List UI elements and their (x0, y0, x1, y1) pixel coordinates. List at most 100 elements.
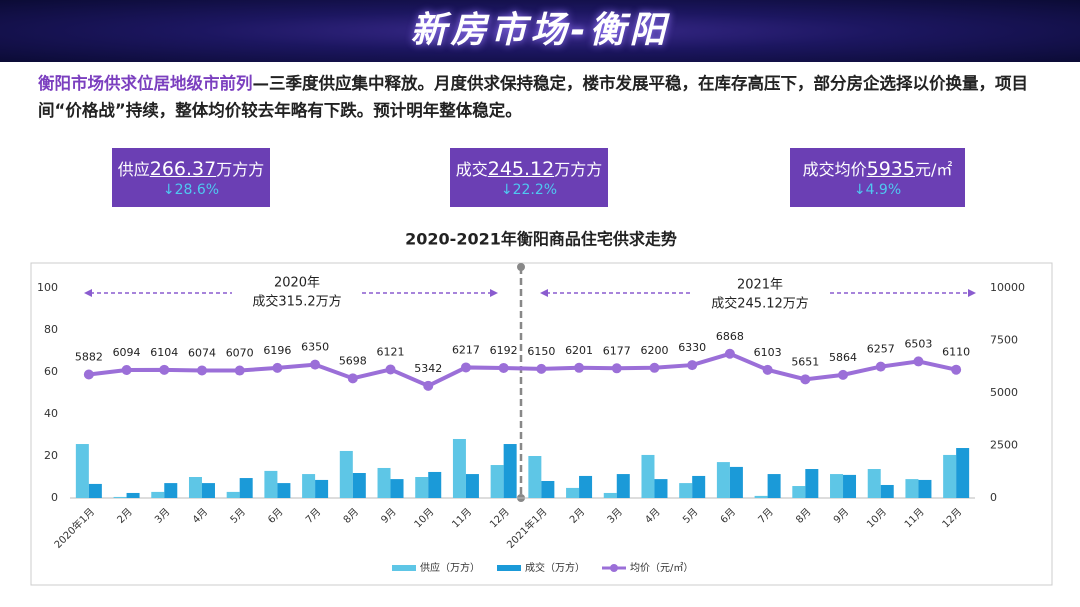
x-tick-label: 2020年1月 (51, 505, 97, 551)
bar (264, 470, 278, 498)
bar (465, 474, 479, 498)
bar (805, 469, 819, 498)
bar (528, 456, 542, 498)
x-tick-label: 2月 (567, 506, 587, 526)
x-tick-label: 6月 (266, 506, 286, 526)
data-label: 6192 (490, 344, 518, 357)
x-tick-label: 12月 (940, 506, 965, 531)
stat-box: 成交245.12万方方 ↓22.2% (450, 148, 608, 207)
bar (88, 483, 102, 498)
stat-change: ↓28.6% (162, 182, 220, 198)
bar (905, 479, 919, 498)
price-point (913, 356, 924, 367)
price-point (762, 364, 773, 375)
price-point (574, 362, 585, 373)
bar (641, 454, 655, 498)
annotation-year: 2020年 (274, 276, 320, 291)
arrow-head (490, 289, 498, 297)
legend-label: 均价（元/㎡） (630, 562, 693, 574)
x-tick-label: 5月 (228, 506, 248, 526)
stat-unit: 万方方 (554, 160, 603, 179)
data-label: 6868 (716, 330, 744, 343)
x-tick-label: 10月 (864, 506, 889, 531)
chart-title: 2020-2021年衡阳商品住宅供求走势 (405, 230, 677, 249)
bar (754, 495, 768, 498)
x-tick-label: 2月 (115, 506, 135, 526)
page-title: 新房市场-衡阳 (410, 10, 670, 51)
bar (352, 473, 366, 498)
data-label: 6094 (113, 346, 141, 359)
price-point (272, 362, 283, 373)
bar (692, 475, 706, 498)
bar (415, 477, 429, 498)
data-label: 5864 (829, 351, 857, 364)
arrow-head (84, 289, 92, 297)
x-tick-label: 7月 (756, 506, 776, 526)
bar (830, 474, 844, 498)
y2-tick-label: 7500 (990, 334, 1018, 347)
bar (566, 487, 580, 498)
stat-value: 245.12 (487, 158, 555, 180)
bar (277, 483, 291, 498)
price-point (347, 373, 358, 384)
data-label: 6104 (150, 346, 178, 359)
data-label: 5651 (791, 355, 819, 368)
price-point (800, 374, 811, 385)
bar (490, 465, 504, 498)
price-point (649, 362, 660, 373)
bar (603, 492, 617, 498)
stat-box: 供应266.37万方方 ↓28.6% (112, 148, 270, 207)
y-tick-label: 40 (44, 407, 58, 420)
data-label: 5342 (414, 362, 442, 375)
legend-swatch (392, 565, 416, 571)
x-tick-label: 4月 (190, 506, 210, 526)
bar (201, 483, 215, 498)
price-line (88, 351, 957, 389)
stat-unit: 元/㎡ (914, 160, 953, 179)
bar (75, 444, 89, 498)
y-tick-label: 20 (44, 449, 58, 462)
x-tick-label: 9月 (831, 506, 851, 526)
y-tick-label: 80 (44, 323, 58, 336)
bar (390, 479, 404, 498)
price-point (687, 360, 698, 371)
bar (302, 474, 316, 498)
stat-label: 成交 (455, 160, 488, 179)
price-point (724, 348, 735, 359)
bar (729, 466, 743, 498)
price-point (310, 359, 321, 370)
x-tick-label: 8月 (341, 506, 361, 526)
x-tick-label: 8月 (793, 506, 813, 526)
stat-change: ↓22.2% (500, 182, 558, 198)
bar (151, 491, 165, 498)
bar (541, 480, 555, 498)
legend-label: 供应（万方） (420, 561, 480, 574)
bar (716, 462, 730, 498)
bar (428, 471, 442, 498)
data-label: 6121 (377, 345, 405, 358)
y-tick-label: 0 (51, 491, 58, 504)
price-point (196, 365, 207, 376)
annotation-year: 2021年 (737, 278, 783, 293)
bar (956, 448, 970, 498)
x-tick-label: 6月 (718, 506, 738, 526)
data-label: 5882 (75, 350, 103, 363)
chart-frame (30, 262, 1053, 586)
x-tick-label: 2021年1月 (504, 505, 550, 551)
bar (843, 474, 857, 498)
bar (579, 475, 593, 498)
price-point (838, 369, 849, 380)
bar (113, 496, 127, 498)
bar (503, 444, 517, 498)
x-tick-label: 3月 (605, 506, 625, 526)
stat-change: ↓4.9% (853, 182, 902, 198)
arrow-head (540, 289, 548, 297)
bar (767, 474, 781, 498)
stat-value: 266.37 (149, 158, 217, 180)
data-label: 6201 (565, 344, 593, 357)
stat-unit: 万方方 (216, 160, 265, 179)
legend-swatch (497, 565, 521, 571)
data-label: 6503 (904, 337, 932, 350)
x-tick-label: 11月 (450, 506, 475, 531)
